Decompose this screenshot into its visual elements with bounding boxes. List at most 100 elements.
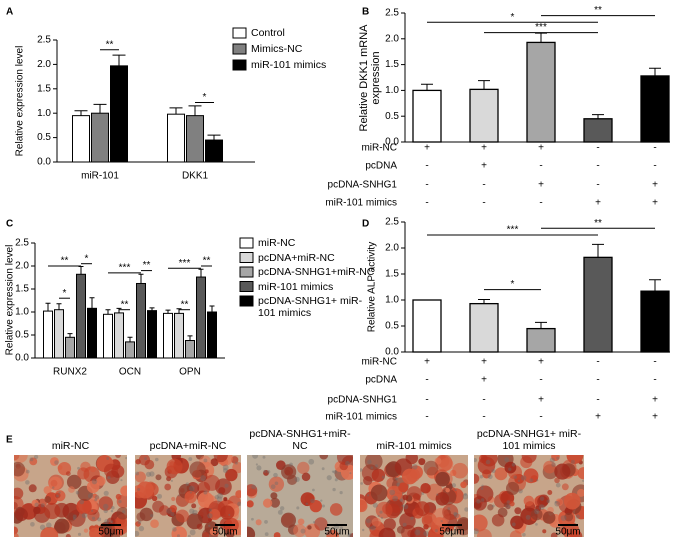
stain-blob [273,532,281,537]
stain-blob [551,455,560,462]
cell-speck [481,484,484,488]
cell-speck [464,492,467,496]
x-tick-label: miR-101 [81,171,119,182]
cell-speck [172,527,177,532]
cell-speck [264,532,269,537]
condition-mark: - [425,375,428,386]
y-axis-label: Relative DKK1 mRNA expression [358,24,382,132]
cell-speck [491,504,495,508]
error-bar [169,107,183,115]
cell-speck [149,471,155,477]
condition-mark: + [652,198,658,209]
legend-swatch [239,295,254,307]
cell-speck [208,508,212,512]
error-bar [165,309,171,314]
cell-speck [145,471,152,477]
legend-label: Control [251,27,285,39]
cell-speck [381,475,385,479]
y-tick-label: 0.0 [385,137,399,148]
error-bar [138,273,144,284]
stain-blob [247,500,254,508]
bar [125,341,135,359]
cell-speck [447,507,451,511]
stain-blob [398,482,409,493]
bar [207,311,217,359]
cell-speck [575,514,580,519]
stain-blob [445,487,450,493]
stain-blob [43,486,52,495]
legend-swatch [232,27,247,39]
stain-blob [263,470,269,476]
error-bar [649,67,661,76]
cell-speck [120,479,123,482]
condition-mark: - [539,198,542,209]
cell-speck [228,513,231,516]
condition-mark: + [538,395,544,406]
stain-blob [414,501,430,517]
stain-blob [88,527,101,537]
cell-speck [72,514,77,519]
cell-speck [289,462,293,467]
bar [91,112,109,163]
error-bar [421,83,433,91]
cell-speck [538,504,545,511]
stain-image [247,455,353,537]
cell-speck [188,457,193,461]
error-bar [535,321,547,329]
stain-blob [535,505,542,512]
cell-speck [332,487,336,492]
cell-speck [216,496,223,502]
cell-speck [423,530,429,537]
bar [43,310,53,359]
y-tick-label: 2.5 [385,8,399,19]
cell-speck [518,488,523,494]
legend-swatch [239,266,254,278]
cell-speck [200,475,207,481]
cell-speck [222,468,228,474]
cell-speck [581,479,584,482]
significance-label: *** [507,225,519,236]
stain-blob [455,519,468,536]
condition-label: miR-101 mimics [325,412,397,423]
cell-speck [185,482,190,486]
error-bar [535,32,547,43]
cell-speck [392,495,399,502]
error-bar [592,114,604,119]
cell-speck [203,490,208,495]
panel-letter: C [6,219,13,230]
x-tick-label: OCN [119,367,141,378]
cell-speck [312,488,315,492]
condition-mark: + [481,375,487,386]
cell-speck [570,459,575,464]
stain-blob [474,514,488,532]
cell-speck [273,472,278,478]
stain-blob [326,529,339,537]
cell-speck [454,488,457,492]
condition-mark: - [482,412,485,423]
stain-blob [452,462,468,479]
significance-label: * [85,253,89,264]
x-tick-label: OPN [179,367,201,378]
cell-speck [440,520,443,523]
cell-speck [110,520,114,524]
cell-speck [389,489,396,496]
condition-label: pcDNA-SNHG1 [328,395,398,406]
bar [412,299,442,353]
error-bar [74,110,88,116]
error-bar [112,54,126,66]
cell-speck [312,521,316,524]
stain-blob [542,511,556,524]
y-tick-label: 2.5 [37,35,51,46]
condition-mark: - [425,161,428,172]
stain-blob [423,460,439,476]
cell-speck [367,459,372,465]
error-bar [45,302,51,312]
cell-speck [252,455,259,459]
cell-speck [349,472,352,475]
cell-speck [326,529,332,536]
stain-blob [54,518,70,534]
cell-speck [480,487,484,490]
cell-speck [522,532,526,537]
stain-blob [135,459,141,465]
